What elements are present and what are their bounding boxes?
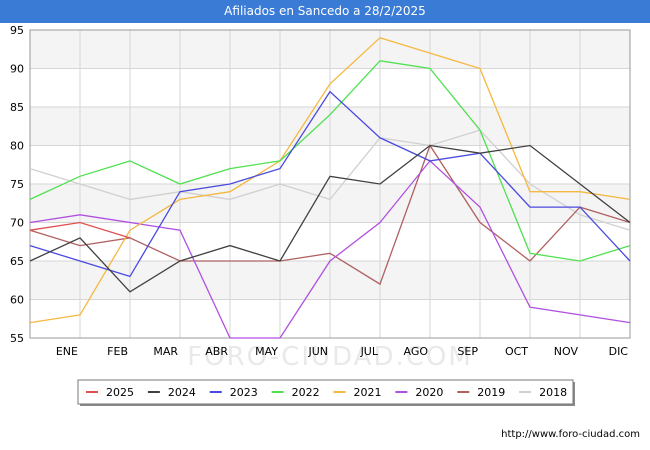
- y-tick-label: 95: [10, 24, 24, 37]
- y-tick-label: 75: [10, 178, 24, 191]
- series-lines: [29, 36, 631, 339]
- source-label: http://www.foro-ciudad.com: [501, 429, 640, 440]
- series-line-2020: [29, 159, 631, 339]
- x-tick-label: MAR: [153, 345, 178, 358]
- x-tick-label: SEP: [457, 345, 478, 358]
- x-tick-label: FEB: [107, 345, 128, 358]
- y-tick-label: 70: [10, 217, 24, 230]
- legend-label-2022: 2022: [292, 386, 320, 399]
- y-tick-label: 90: [10, 63, 24, 76]
- legend-label-2018: 2018: [539, 386, 567, 399]
- legend-label-2025: 2025: [106, 386, 134, 399]
- x-tick-label: JUL: [360, 345, 379, 358]
- y-tick-label: 65: [10, 255, 24, 268]
- series-line-2023: [29, 90, 631, 278]
- x-tick-label: ABR: [205, 345, 228, 358]
- plot-border: [29, 29, 631, 339]
- legend-label-2024: 2024: [168, 386, 196, 399]
- legend-label-2019: 2019: [477, 386, 505, 399]
- legend-label-2023: 2023: [230, 386, 258, 399]
- y-tick-label: 85: [10, 101, 24, 114]
- y-tick-label: 55: [10, 332, 24, 345]
- x-tick-label: DIC: [609, 345, 629, 358]
- y-axis: 55 60 65 70 75 80 85 90 95: [10, 24, 24, 345]
- x-tick-label: JUN: [307, 345, 328, 358]
- series-line-2024: [29, 144, 631, 293]
- chart-title: Afiliados en Sancedo a 28/2/2025: [0, 0, 650, 23]
- series-line-2018: [29, 129, 631, 231]
- series-line-2021: [29, 36, 631, 324]
- x-tick-label: OCT: [505, 345, 528, 358]
- x-tick-label: AGO: [403, 345, 428, 358]
- watermark: FORO-CIUDAD.COM: [187, 342, 473, 372]
- legend-label-2021: 2021: [354, 386, 382, 399]
- legend-box: [77, 379, 574, 405]
- x-tick-label: MAY: [255, 345, 278, 358]
- x-axis: ENE FEB MAR ABR MAY JUN JUL AGO SEP OCT NOV DIC: [56, 345, 628, 358]
- x-tick-label: NOV: [554, 345, 579, 358]
- y-tick-label: 60: [10, 294, 24, 307]
- series-line-2022: [29, 60, 631, 262]
- x-tick-label: ENE: [56, 345, 78, 358]
- legend-label-2020: 2020: [415, 386, 443, 399]
- legend: 2025 2024 2023 2022 2021 2020 2019 2018: [77, 379, 575, 406]
- y-tick-label: 80: [10, 140, 24, 153]
- series-line-2025: [29, 221, 131, 239]
